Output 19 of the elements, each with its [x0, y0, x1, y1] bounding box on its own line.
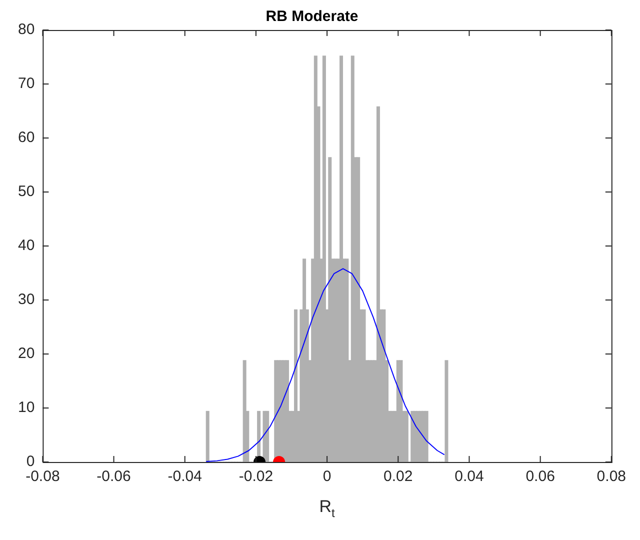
x-tick-label: -0.06 — [96, 468, 131, 486]
x-tick-label: 0.06 — [526, 468, 555, 486]
y-tick-label: 70 — [18, 75, 35, 92]
x-tick-label: -0.02 — [238, 468, 274, 486]
x-tick-label: 0 — [322, 468, 332, 486]
y-tick-label: 50 — [18, 183, 35, 200]
x-tick-label: 0.08 — [596, 468, 626, 486]
x-tick-label: -0.08 — [26, 468, 60, 486]
x-tick-label: -0.04 — [168, 468, 202, 486]
x-tick-label: 0.02 — [384, 468, 413, 486]
x-tick-label: 0.04 — [454, 468, 484, 486]
y-tick-label: 20 — [18, 345, 35, 362]
y-tick-label: 30 — [18, 291, 35, 308]
y-tick-label: 40 — [18, 237, 35, 254]
chart-title: RB Moderate — [266, 8, 358, 26]
y-tick-label: 0 — [26, 453, 35, 470]
y-tick-label: 80 — [18, 21, 35, 38]
y-tick-label: 10 — [18, 399, 35, 416]
y-tick-label: 60 — [18, 129, 35, 146]
